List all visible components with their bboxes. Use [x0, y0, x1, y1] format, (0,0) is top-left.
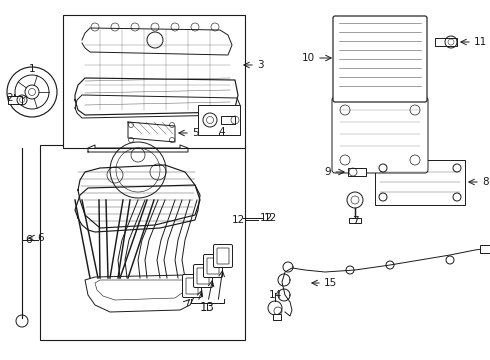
Text: 8: 8 — [482, 177, 489, 187]
Text: 4: 4 — [219, 127, 225, 137]
Bar — [63, 15, 245, 148]
Text: 14: 14 — [269, 290, 282, 300]
Bar — [273, 314, 281, 320]
FancyBboxPatch shape — [186, 278, 198, 294]
Bar — [375, 160, 465, 205]
FancyBboxPatch shape — [203, 255, 222, 278]
FancyBboxPatch shape — [217, 248, 229, 264]
Bar — [198, 105, 240, 135]
Text: 1: 1 — [29, 64, 35, 74]
FancyBboxPatch shape — [194, 265, 213, 288]
FancyBboxPatch shape — [214, 244, 232, 267]
Text: 12: 12 — [264, 213, 277, 223]
Bar — [435, 38, 457, 46]
Text: 6: 6 — [37, 233, 44, 243]
FancyBboxPatch shape — [182, 274, 201, 297]
Text: 15: 15 — [324, 278, 337, 288]
FancyBboxPatch shape — [333, 16, 427, 102]
Text: 7: 7 — [352, 216, 358, 226]
Text: 12: 12 — [232, 215, 245, 225]
Bar — [221, 116, 235, 124]
Text: 11: 11 — [474, 37, 487, 47]
Bar — [40, 145, 245, 340]
Text: 3: 3 — [257, 60, 264, 70]
Bar — [349, 218, 361, 223]
Text: 6: 6 — [25, 235, 32, 245]
Text: 2: 2 — [7, 93, 13, 103]
Bar — [348, 168, 366, 176]
Text: 12: 12 — [260, 213, 273, 223]
Bar — [480, 245, 490, 253]
FancyBboxPatch shape — [332, 97, 428, 173]
Text: 10: 10 — [302, 53, 315, 63]
Text: 5: 5 — [192, 128, 198, 138]
Text: 9: 9 — [324, 167, 331, 177]
Bar — [8, 96, 22, 104]
Text: 13: 13 — [199, 301, 215, 314]
FancyBboxPatch shape — [207, 258, 219, 274]
FancyBboxPatch shape — [197, 268, 209, 284]
